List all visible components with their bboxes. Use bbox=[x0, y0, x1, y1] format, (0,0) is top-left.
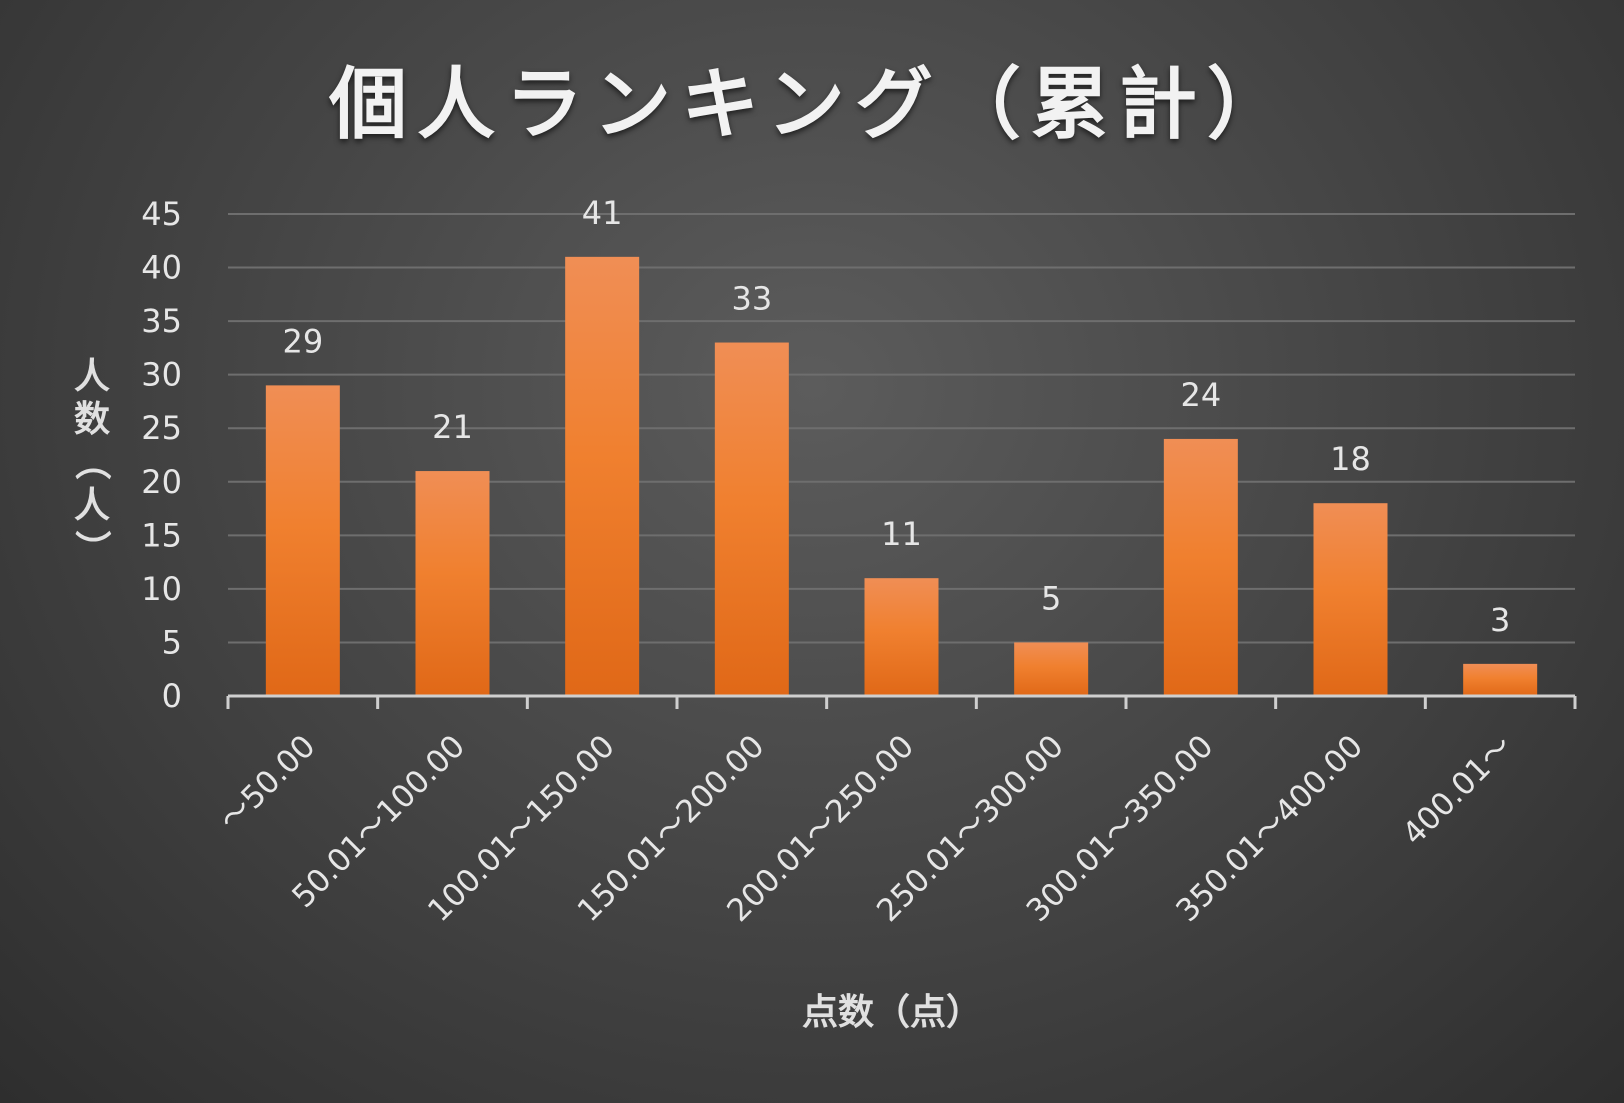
x-axis bbox=[226, 694, 1577, 709]
category-labels: ～50.0050.01～100.00100.01～150.00150.01～20… bbox=[212, 728, 1519, 929]
y-axis-title-char: （ bbox=[71, 444, 112, 480]
y-tick-label: 10 bbox=[141, 570, 182, 608]
data-label: 29 bbox=[282, 322, 323, 360]
data-label: 41 bbox=[582, 194, 623, 232]
y-tick-label: 20 bbox=[141, 463, 182, 501]
bar bbox=[864, 578, 939, 696]
data-label: 11 bbox=[881, 515, 922, 553]
data-label: 18 bbox=[1330, 440, 1371, 478]
bars bbox=[265, 256, 1538, 696]
data-labels: 29 21 41 33 11 5 24 18 3 bbox=[282, 194, 1510, 639]
bar bbox=[1014, 642, 1089, 696]
x-axis-title: 点数（点） bbox=[802, 992, 982, 1033]
bar bbox=[1163, 438, 1238, 696]
y-tick-label: 15 bbox=[141, 516, 182, 554]
x-category-label: 400.01～ bbox=[1396, 728, 1520, 852]
data-label: 33 bbox=[731, 280, 772, 318]
y-axis-title: 人数（人） bbox=[71, 356, 112, 566]
bar bbox=[565, 256, 640, 696]
bar bbox=[1463, 663, 1538, 696]
y-axis-title-char: ） bbox=[71, 530, 112, 566]
y-tick-label: 0 bbox=[162, 677, 182, 715]
y-axis-title-char: 人 bbox=[74, 356, 110, 397]
chart-title: 個人ランキング（累計） bbox=[329, 60, 1295, 150]
data-label: 5 bbox=[1041, 579, 1061, 617]
y-tick-label: 30 bbox=[141, 356, 182, 394]
y-axis-title-char: 数 bbox=[74, 399, 110, 440]
y-axis-title-char: 人 bbox=[74, 485, 110, 526]
bar bbox=[415, 471, 490, 696]
data-label: 24 bbox=[1180, 376, 1221, 414]
y-tick-label: 40 bbox=[141, 249, 182, 287]
x-category-label: ～50.00 bbox=[212, 728, 322, 838]
bar bbox=[714, 342, 789, 696]
data-label: 3 bbox=[1490, 601, 1510, 639]
y-tick-label: 35 bbox=[141, 302, 182, 340]
y-tick-label: 5 bbox=[162, 623, 182, 661]
y-axis-ticks: 0 5 10 15 20 25 30 35 40 45 bbox=[141, 195, 182, 715]
bar bbox=[265, 385, 340, 696]
bar bbox=[1313, 503, 1388, 696]
y-tick-label: 45 bbox=[141, 195, 182, 233]
y-tick-label: 25 bbox=[141, 409, 182, 447]
data-label: 21 bbox=[432, 408, 473, 446]
